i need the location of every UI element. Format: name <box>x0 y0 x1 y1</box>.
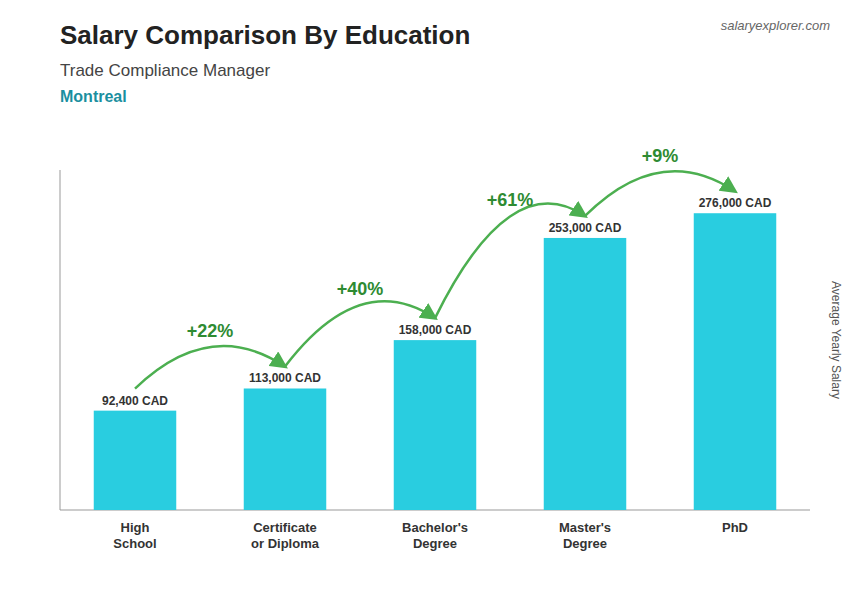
bar <box>94 411 177 510</box>
x-tick-label: Certificateor Diploma <box>251 520 320 551</box>
x-tick-label-line: Bachelor's <box>402 520 468 535</box>
change-arrow <box>135 346 285 389</box>
change-label: +40% <box>337 279 384 299</box>
x-tick-label-line: High <box>121 520 150 535</box>
chart: Salary Comparison By Education Trade Comp… <box>0 0 850 606</box>
change-label: +9% <box>642 146 679 166</box>
y-label: Average Yearly Salary <box>829 281 843 399</box>
x-tick-label-line: Degree <box>413 536 457 551</box>
bar <box>694 213 777 510</box>
x-tick-label: HighSchool <box>113 520 156 551</box>
change-label: +22% <box>187 321 234 341</box>
title: Salary Comparison By Education <box>60 20 470 50</box>
x-tick-label-line: Degree <box>563 536 607 551</box>
x-tick-label-line: School <box>113 536 156 551</box>
city: Montreal <box>60 88 127 105</box>
bar <box>394 340 477 510</box>
source: salaryexplorer.com <box>721 18 831 33</box>
x-tick-label-line: Master's <box>559 520 611 535</box>
value-label: 276,000 CAD <box>699 196 772 210</box>
change-arrow <box>285 301 435 366</box>
value-label: 92,400 CAD <box>102 394 168 408</box>
y-axis-line <box>60 170 61 510</box>
change-arrow <box>435 204 585 319</box>
value-label: 113,000 CAD <box>249 371 321 385</box>
subtitle: Trade Compliance Manager <box>60 61 270 80</box>
x-tick-label-line: PhD <box>722 520 748 535</box>
change-arrow <box>585 171 735 216</box>
bar <box>544 238 627 510</box>
change-label: +61% <box>487 190 534 210</box>
x-tick-label-line: or Diploma <box>251 536 320 551</box>
x-tick-label: Bachelor'sDegree <box>402 520 468 551</box>
x-tick-label: PhD <box>722 520 748 535</box>
value-label: 158,000 CAD <box>399 323 472 337</box>
value-label: 253,000 CAD <box>549 221 622 235</box>
bar <box>244 388 327 510</box>
bars <box>94 213 777 510</box>
x-tick-label-line: Certificate <box>253 520 317 535</box>
x-tick-label: Master'sDegree <box>559 520 611 551</box>
